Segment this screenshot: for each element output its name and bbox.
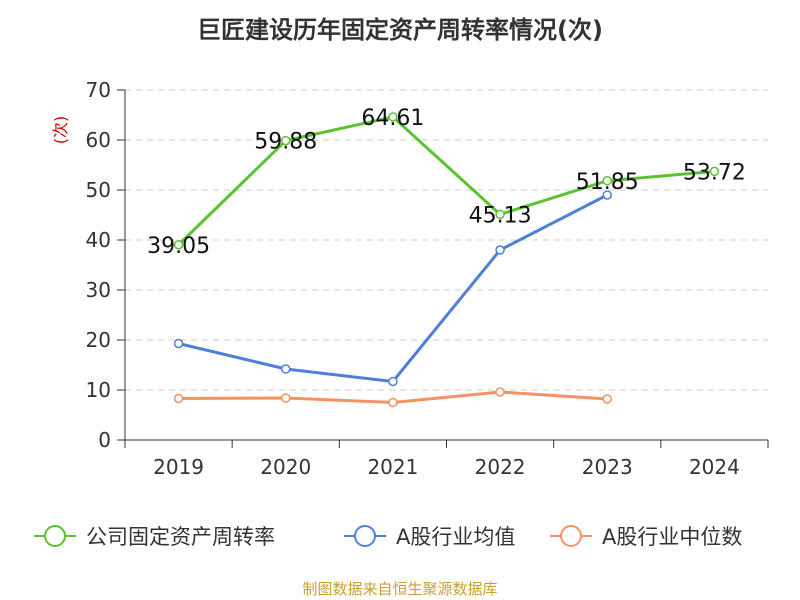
- legend-line-company-icon: [34, 525, 76, 547]
- data-point[interactable]: [173, 338, 184, 349]
- axes: 0 10 20 30 40 50 60 70 2019 2020 2021 2022 2023 2024: [86, 78, 769, 479]
- data-point[interactable]: [173, 240, 184, 250]
- legend: 公司固定资产周转率 A股行业均值 A股行业中位数: [0, 520, 800, 552]
- data-point[interactable]: [281, 393, 291, 403]
- data-point[interactable]: [281, 135, 291, 146]
- x-tick-label: 2019: [153, 455, 204, 479]
- x-tick-label: 2022: [475, 455, 526, 479]
- data-label: 64.61: [361, 106, 424, 131]
- y-tick-label: 20: [86, 328, 111, 352]
- x-tick-label: 2024: [689, 455, 740, 479]
- data-point[interactable]: [388, 376, 398, 387]
- legend-item-industry-median[interactable]: A股行业中位数: [548, 520, 742, 552]
- legend-line-industry-avg-icon: [344, 525, 386, 547]
- data-label: 53.72: [683, 160, 746, 185]
- data-point[interactable]: [495, 387, 505, 397]
- chart-title: 巨匠建设历年固定资产周转率情况(次): [197, 16, 603, 44]
- y-tick-label: 0: [98, 428, 111, 452]
- legend-line-industry-median-icon: [550, 525, 592, 547]
- legend-item-company[interactable]: 公司固定资产周转率: [32, 520, 275, 552]
- data-label: 45.13: [469, 203, 532, 228]
- data-point[interactable]: [495, 245, 505, 255]
- data-label: 39.05: [147, 234, 210, 259]
- data-label: 51.85: [576, 170, 639, 195]
- data-point[interactable]: [281, 364, 291, 374]
- data-label: 59.88: [254, 130, 317, 155]
- y-tick-label: 40: [86, 228, 111, 252]
- data-point[interactable]: [173, 393, 184, 404]
- legend-label-company: 公司固定资产周转率: [86, 525, 275, 549]
- data-point[interactable]: [388, 397, 398, 408]
- series-line-1: [178, 193, 608, 383]
- data-point[interactable]: [602, 394, 612, 404]
- data-point[interactable]: [495, 209, 505, 220]
- data-point[interactable]: [602, 190, 612, 200]
- x-tick-label: 2020: [260, 455, 311, 479]
- y-tick-label: 50: [86, 178, 111, 202]
- grid-lines: [125, 89, 768, 391]
- series-lines: [173, 112, 720, 408]
- data-point[interactable]: [709, 166, 720, 177]
- x-tick-label: 2023: [582, 455, 633, 479]
- data-point[interactable]: [388, 112, 398, 122]
- y-tick-label: 60: [86, 128, 111, 152]
- series-line-0: [177, 115, 715, 246]
- legend-label-industry-median: A股行业中位数: [602, 525, 743, 549]
- data-labels: 39.05 59.88 64.61 45.13 51.85 53.72: [147, 106, 746, 259]
- y-tick-label: 10: [86, 378, 111, 402]
- y-axis-label: (次): [51, 116, 70, 145]
- data-point[interactable]: [602, 176, 612, 186]
- x-tick-label: 2021: [367, 455, 418, 479]
- legend-label-industry-avg: A股行业均值: [396, 525, 516, 549]
- y-tick-label: 70: [86, 78, 111, 102]
- legend-item-industry-avg[interactable]: A股行业均值: [342, 520, 515, 552]
- source-note: 制图数据来自恒生聚源数据库: [302, 580, 498, 598]
- y-tick-label: 30: [86, 278, 111, 302]
